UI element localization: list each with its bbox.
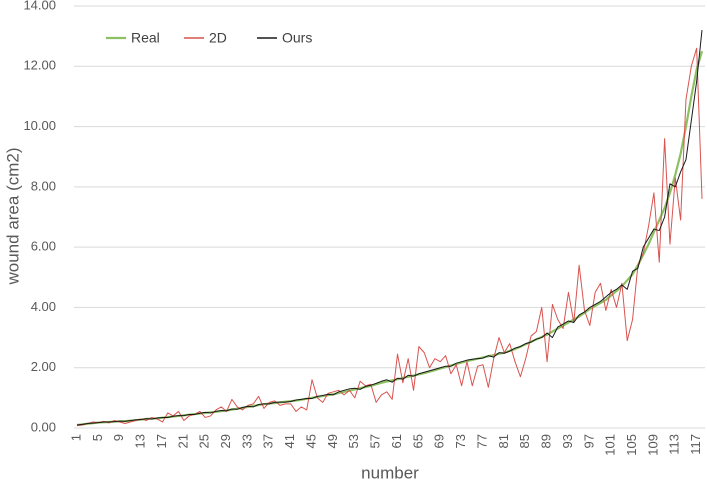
x-tick-label: 5 [90,434,105,441]
x-tick-label: 1 [68,434,83,441]
x-tick-label: 65 [410,434,425,448]
y-axis-title: wound area (cm2) [3,147,22,285]
y-tick-label: 14.00 [23,0,56,12]
x-tick-label: 53 [346,434,361,448]
x-tick-label: 105 [624,434,639,456]
x-tick-label: 101 [603,434,618,456]
x-tick-label: 97 [581,434,596,448]
x-tick-label: 45 [303,434,318,448]
y-tick-label: 0.00 [31,419,56,434]
y-tick-label: 12.00 [23,58,56,73]
x-tick-label: 61 [389,434,404,448]
y-tick-label: 6.00 [31,239,56,254]
legend-label: Real [131,30,160,46]
x-tick-label: 57 [368,434,383,448]
y-tick-label: 4.00 [31,299,56,314]
x-tick-label: 41 [282,434,297,448]
legend-label: 2D [209,30,227,46]
legend-label: Ours [282,30,312,46]
series-line [76,30,703,426]
x-tick-label: 9 [111,434,126,441]
x-tick-label: 49 [325,434,340,448]
x-tick-label: 37 [261,434,276,448]
x-tick-label: 69 [432,434,447,448]
series-line [76,50,704,427]
x-tick-label: 73 [453,434,468,448]
y-tick-label: 10.00 [23,118,56,133]
x-tick-label: 21 [175,434,190,448]
x-tick-label: 77 [474,434,489,448]
x-tick-label: 109 [645,434,660,456]
x-tick-label: 89 [539,434,554,448]
x-tick-label: 113 [667,434,682,455]
x-tick-label: 93 [560,434,575,448]
x-tick-label: 85 [517,434,532,448]
x-tick-label: 29 [218,434,233,448]
x-tick-label: 81 [496,434,511,448]
y-tick-label: 2.00 [31,359,56,374]
x-tick-label: 13 [133,434,148,448]
x-axis-title: number [361,463,419,482]
x-tick-label: 25 [197,434,212,448]
x-tick-label: 117 [688,434,703,455]
y-tick-label: 8.00 [31,178,56,193]
x-tick-label: 33 [239,434,254,448]
series-line [76,47,703,427]
x-tick-label: 17 [154,434,169,448]
